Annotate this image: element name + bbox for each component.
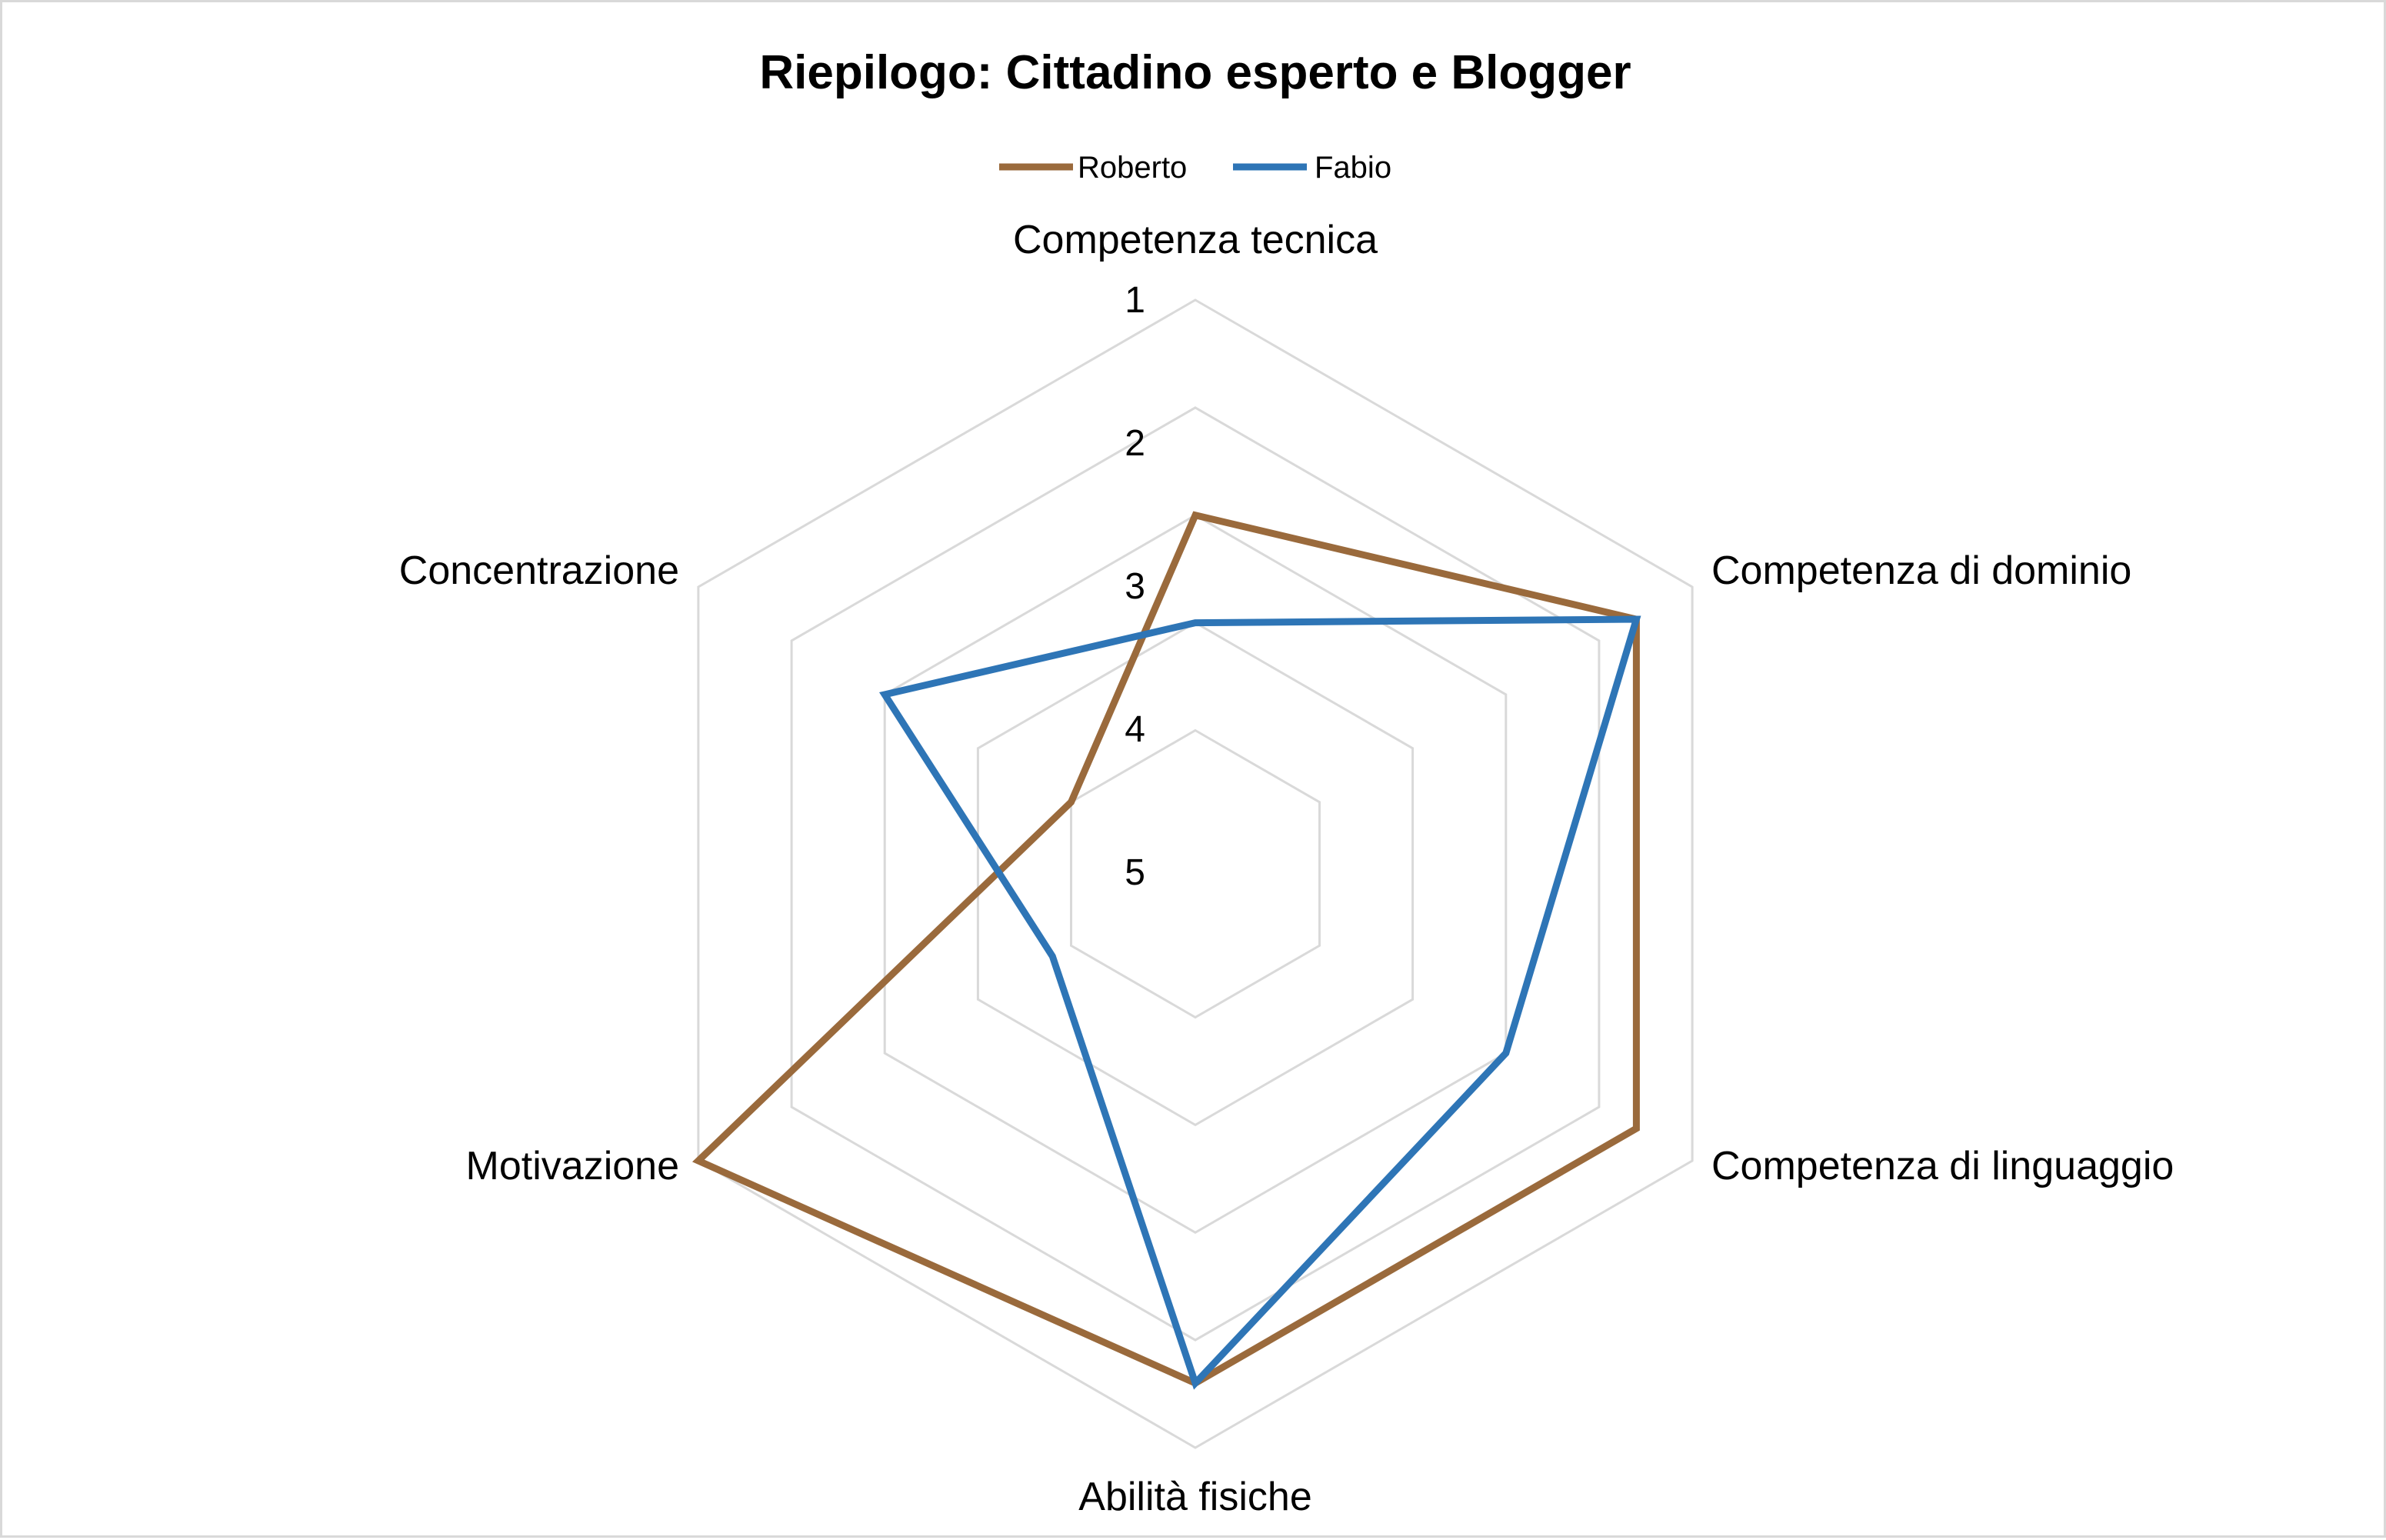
axis-label-competenza-di-linguaggio: Competenza di linguaggio [1711,1144,2174,1188]
legend-label-roberto: Roberto [1078,151,1187,185]
axis-label-motivazione: Motivazione [466,1144,679,1188]
tick-label-5: 5 [1125,852,1145,893]
series-line-fabio [878,615,1641,1390]
axis-labels: Competenza tecnica Competenza di dominio… [399,218,2174,1519]
chart-title: Riepilogo: Cittadino esperto e Blogger [759,46,1631,99]
grid-ring-2 [790,406,1601,1342]
axis-label-competenza-tecnica: Competenza tecnica [1013,218,1378,262]
legend: Roberto Fabio [999,151,1391,185]
legend-label-fabio: Fabio [1315,151,1391,185]
radar-series [691,511,1641,1390]
radar-grid [697,298,1694,1449]
grid-ring-5 [1070,728,1321,1019]
tick-labels: 1 2 3 4 5 [1125,280,1145,893]
tick-label-3: 3 [1125,566,1145,607]
grid-ring-1 [697,298,1694,1449]
tick-label-1: 1 [1125,280,1145,321]
tick-label-4: 4 [1125,709,1145,750]
axis-label-concentrazione: Concentrazione [399,548,679,593]
tick-label-2: 2 [1125,423,1145,464]
axis-label-abilita-fisiche: Abilità fisiche [1078,1475,1311,1519]
series-line-roberto [691,511,1640,1388]
grid-ring-4 [976,621,1415,1127]
axis-label-competenza-di-dominio: Competenza di dominio [1711,548,2131,593]
